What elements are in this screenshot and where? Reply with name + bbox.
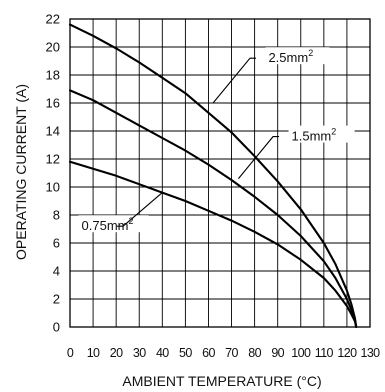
- y-tick-12: 12: [46, 152, 60, 167]
- series-label-superscript: 2: [308, 48, 313, 58]
- series-label-name: 0.75mm: [82, 218, 129, 233]
- x-tick-100: 100: [291, 346, 311, 360]
- series-line-0-75mm2: [68, 160, 358, 329]
- x-tick-90: 90: [271, 346, 284, 360]
- series-label-superscript: 2: [331, 127, 336, 137]
- y-tick-18: 18: [46, 68, 60, 83]
- series-label-name: 1.5mm: [292, 129, 332, 144]
- x-tick-80: 80: [248, 346, 261, 360]
- series-label-bg-1-5mm2: [288, 125, 355, 143]
- series-leader-1-5mm2: [238, 136, 280, 179]
- y-tick-2: 2: [53, 292, 60, 307]
- series-label-0-75mm2: 0.75mm2: [82, 216, 134, 233]
- y-tick-10: 10: [46, 180, 60, 195]
- plot-frame: [69, 18, 371, 328]
- y-tick-20: 20: [46, 40, 60, 55]
- x-tick-10: 10: [87, 346, 100, 360]
- series-label-bg-2-5mm2: [265, 47, 330, 65]
- y-tick-0: 0: [53, 320, 60, 335]
- series-label-2-5mm2: 2.5mm2: [268, 48, 313, 65]
- y-tick-16: 16: [46, 96, 60, 111]
- x-tick-20: 20: [110, 346, 123, 360]
- y-tick-14: 14: [46, 124, 60, 139]
- y-tick-4: 4: [53, 264, 60, 279]
- series-label-1-5mm2: 1.5mm2: [292, 127, 337, 144]
- x-tick-120: 120: [337, 346, 357, 360]
- x-tick-130: 130: [360, 346, 380, 360]
- y-tick-labels: 0 2 4 6 8 10 12 14 16 18 20 22: [46, 12, 60, 335]
- x-axis-title: AMBIENT TEMPERATURE (°C): [122, 373, 321, 389]
- x-tick-30: 30: [133, 346, 146, 360]
- series-label-name: 2.5mm: [268, 50, 308, 65]
- x-tick-110: 110: [315, 346, 334, 360]
- series-leader-0-75mm2: [117, 192, 163, 227]
- series-line-2-5mm2: [68, 23, 358, 329]
- x-tick-60: 60: [202, 346, 215, 360]
- y-axis-title: OPERATING CURRENT (A): [13, 84, 29, 260]
- series-line-1-5mm2: [68, 89, 358, 329]
- y-tick-22: 22: [46, 12, 60, 27]
- y-tick-6: 6: [53, 236, 60, 251]
- x-tick-50: 50: [179, 346, 192, 360]
- x-tick-70: 70: [225, 346, 238, 360]
- series-label-superscript: 2: [129, 216, 134, 226]
- y-tick-8: 8: [53, 208, 60, 223]
- series-lines: [68, 23, 358, 329]
- x-tick-0: 0: [67, 346, 74, 360]
- x-tick-labels: 0 10 20 30 40 50 60 70 80 90 100 110 120 130: [67, 346, 381, 360]
- series-leader-2-5mm2: [212, 57, 256, 104]
- x-tick-40: 40: [156, 346, 169, 360]
